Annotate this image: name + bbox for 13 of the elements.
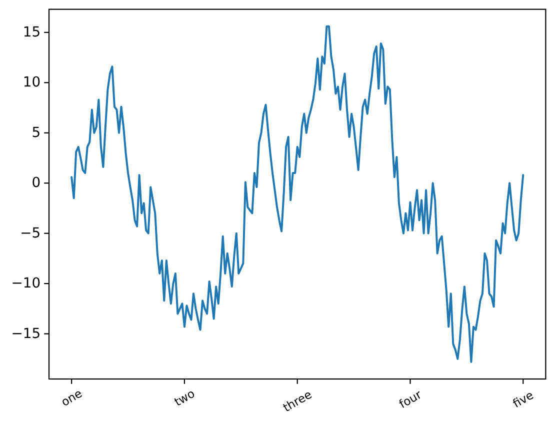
y-tick-label: 10 [22, 74, 41, 91]
y-tick-label: −5 [20, 225, 41, 242]
y-tick-label: 5 [32, 124, 41, 141]
x-tick-label: two [172, 386, 198, 409]
x-tick-label: five [510, 388, 536, 411]
y-tick-label: 15 [22, 24, 41, 40]
y-tick-label: −15 [11, 326, 41, 342]
x-tick-label: four [396, 387, 424, 412]
x-tick-label: three [280, 387, 314, 415]
y-tick-label: −10 [11, 276, 41, 292]
x-tick-label: one [58, 386, 84, 410]
y-tick-label: 0 [32, 175, 41, 192]
line-series [70, 25, 524, 363]
